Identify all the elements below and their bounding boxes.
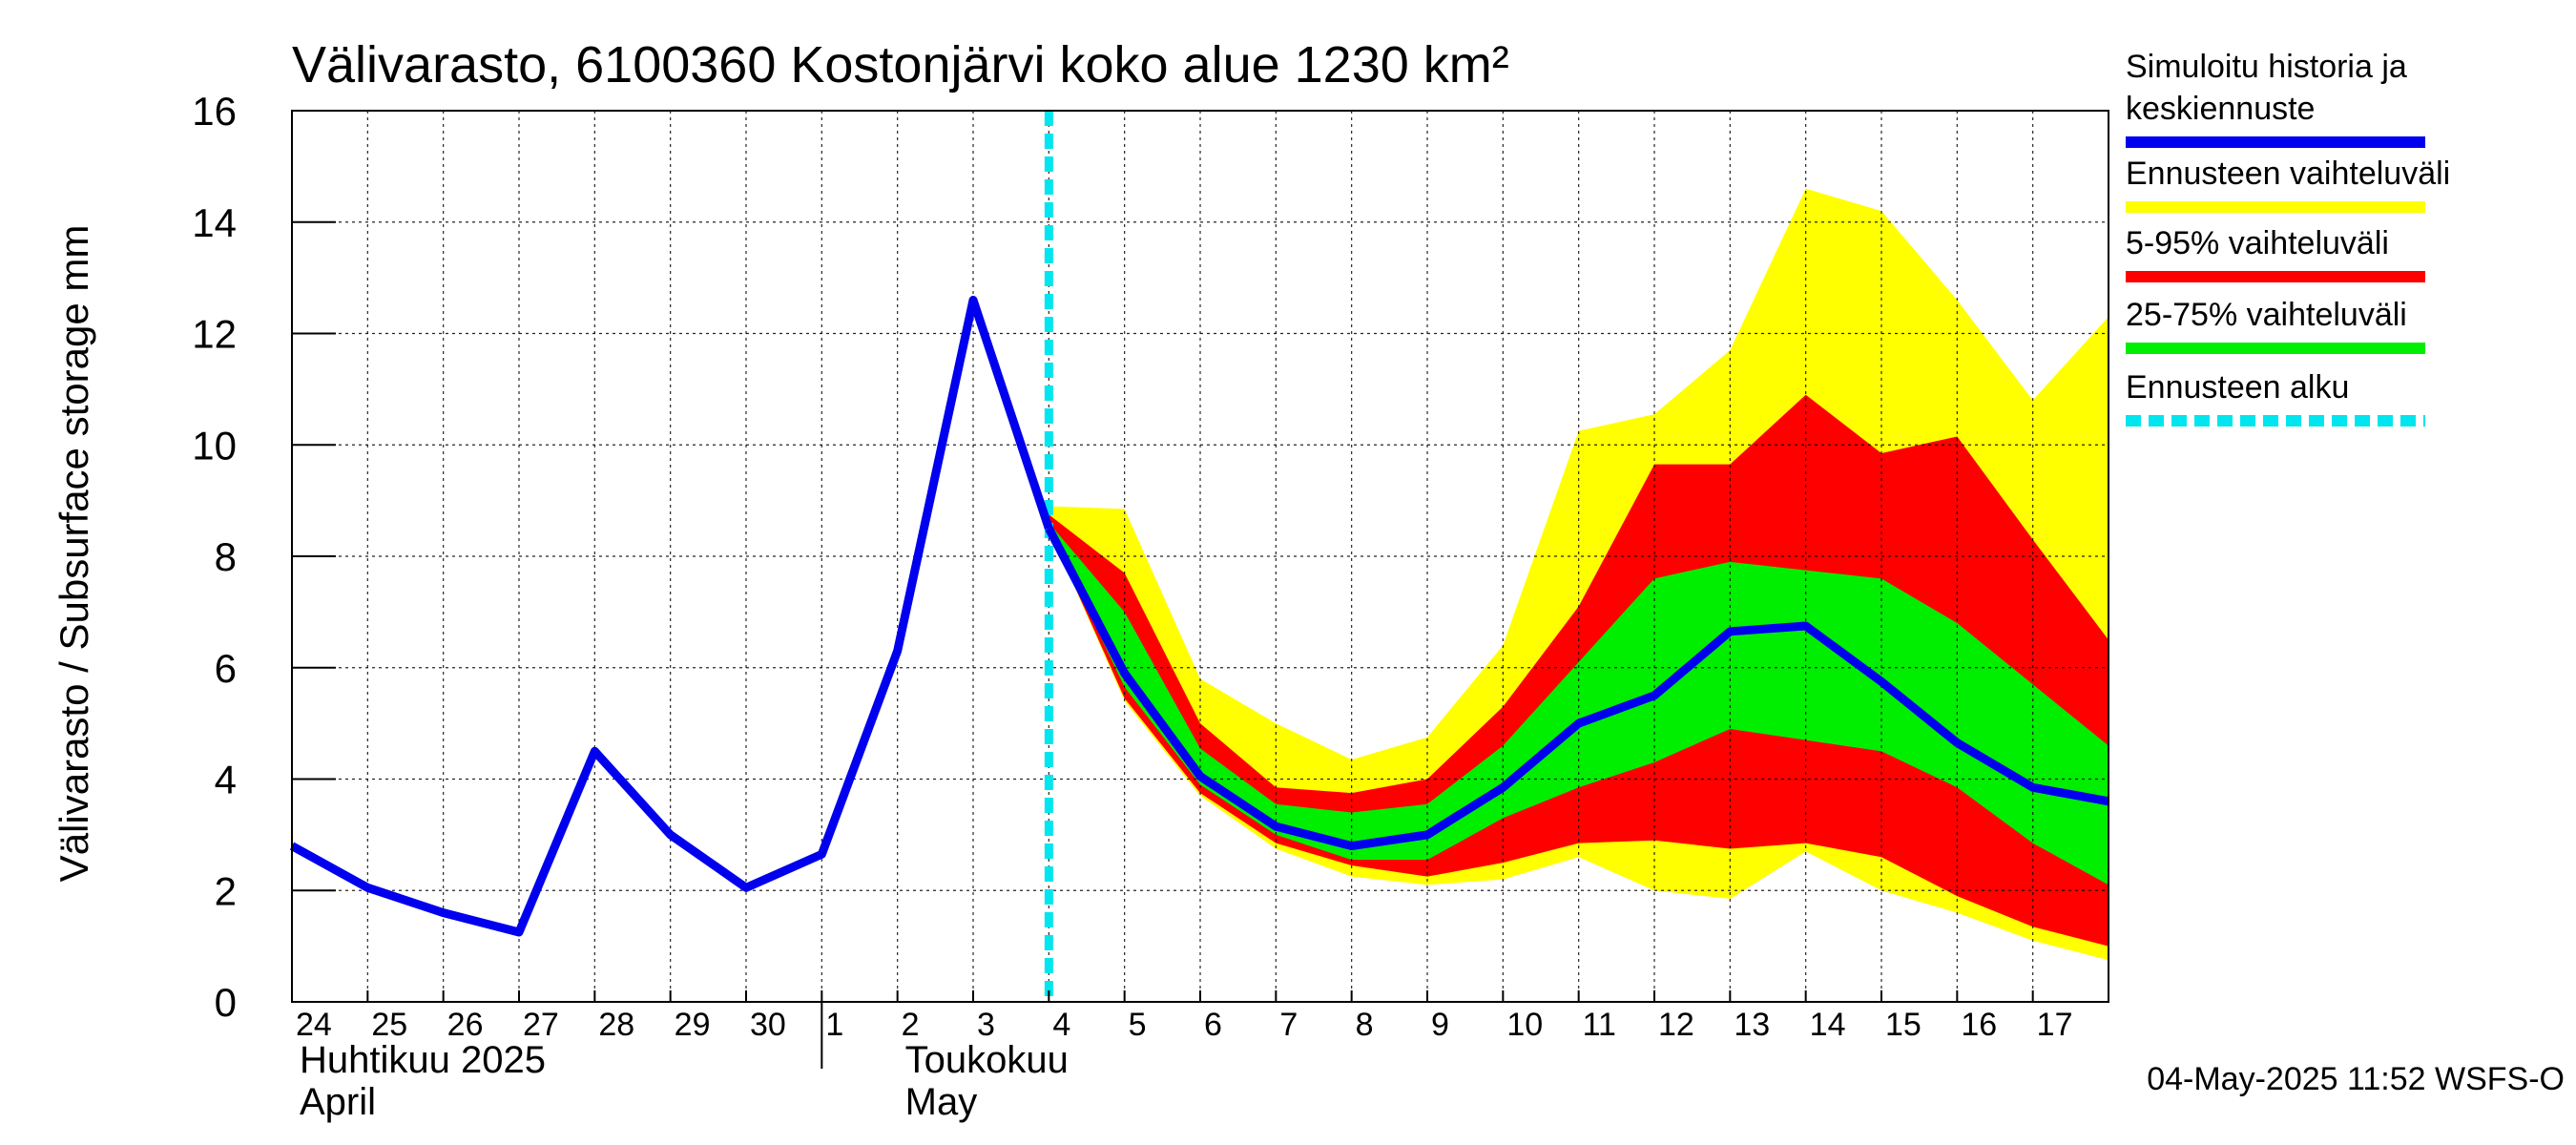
x-tick-label: 17 [2037, 1007, 2073, 1043]
legend-label: Ennusteen vaihteluväli [2126, 156, 2450, 192]
legend: Simuloitu historia ja keskiennuste Ennuste… [2126, 49, 2450, 427]
y-tick-label: 12 [192, 312, 237, 357]
x-tick-label: 8 [1356, 1007, 1374, 1043]
month-label-en: April [300, 1081, 376, 1123]
x-tick-label: 13 [1734, 1007, 1770, 1043]
x-tick-label: 15 [1885, 1007, 1922, 1043]
x-tick-label: 1 [825, 1007, 843, 1043]
y-tick-label: 0 [215, 980, 237, 1025]
y-tick-label: 8 [215, 534, 237, 579]
x-tick-label: 3 [977, 1007, 995, 1043]
legend-label: Simuloitu historia ja [2126, 49, 2407, 85]
x-tick-label: 14 [1810, 1007, 1846, 1043]
forecast-median-line [1045, 526, 2109, 851]
y-tick-label: 10 [192, 423, 237, 468]
month-label-en: May [905, 1081, 978, 1123]
x-tick-label: 12 [1658, 1007, 1694, 1043]
x-tick-label: 5 [1129, 1007, 1147, 1043]
x-tick-label: 9 [1431, 1007, 1449, 1043]
y-ticks: 0 2 4 6 8 10 12 14 16 [192, 89, 336, 1025]
y-tick-label: 2 [215, 868, 237, 913]
x-tick-label: 11 [1583, 1007, 1616, 1043]
chart-title: Välivarasto, 6100360 Kostonjärvi koko al… [292, 36, 1509, 94]
x-tick-label: 26 [447, 1007, 484, 1043]
y-tick-label: 16 [192, 89, 237, 134]
month-label: Huhtikuu 2025 [300, 1039, 546, 1081]
y-axis-label: Välivarasto / Subsurface storage mm [52, 225, 96, 883]
y-tick-label: 6 [215, 646, 237, 691]
x-ticks: 24 25 26 27 28 29 30 1 2 3 4 5 6 7 8 9 10 11 12 13 14 15 16 17 [291, 990, 2073, 1043]
x-tick-label: 24 [296, 1007, 332, 1043]
x-tick-label: 7 [1279, 1007, 1298, 1043]
x-tick-label: 10 [1506, 1007, 1543, 1043]
grid [292, 111, 2109, 1002]
x-tick-label: 2 [902, 1007, 920, 1043]
y-tick-label: 4 [215, 758, 237, 802]
legend-label: Ennusteen alku [2126, 369, 2349, 406]
x-tick-label: 4 [1052, 1007, 1070, 1043]
legend-label: 25-75% vaihteluväli [2126, 297, 2407, 333]
x-tick-label: 29 [675, 1007, 711, 1043]
x-tick-label: 30 [750, 1007, 786, 1043]
x-tick-label: 27 [523, 1007, 559, 1043]
series-lines [289, 111, 2109, 1002]
x-tick-label: 6 [1204, 1007, 1222, 1043]
x-tick-label: 28 [598, 1007, 634, 1043]
legend-label: keskiennuste [2126, 91, 2315, 127]
timestamp-footer: 04-May-2025 11:52 WSFS-O [2147, 1061, 2565, 1097]
x-tick-label: 25 [371, 1007, 407, 1043]
month-label: Toukokuu [905, 1039, 1069, 1081]
y-tick-label: 14 [192, 200, 237, 245]
band-2 [1049, 522, 2109, 885]
x-tick-label: 16 [1961, 1007, 1997, 1043]
legend-label: 5-95% vaihteluväli [2126, 225, 2389, 261]
history-line [289, 295, 1053, 937]
